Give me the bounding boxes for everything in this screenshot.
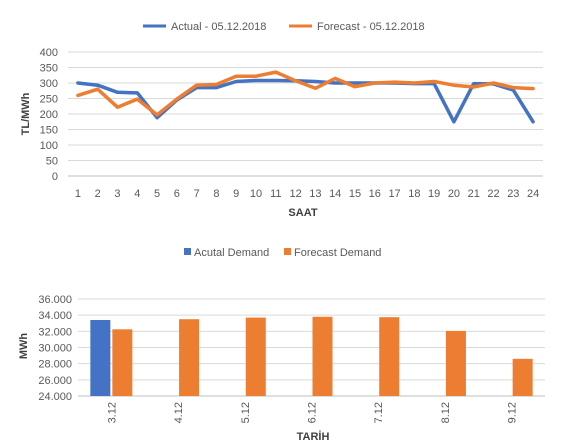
x-tick-label: 3 [114, 188, 120, 200]
x-tick-label: 19 [428, 188, 440, 200]
x-tick-label: 23 [507, 188, 519, 200]
legend-label-actual-demand: Acutal Demand [194, 247, 269, 259]
y-tick-label: 28.000 [38, 359, 72, 371]
legend-label-actual: Actual - 05.12.2018 [171, 21, 266, 33]
y-tick-label: 50 [46, 156, 58, 168]
y-tick-label: 36.000 [38, 294, 72, 306]
x-tick-label: 24 [527, 188, 539, 200]
bar-forecast-demand [379, 317, 400, 396]
line-chart-y-axis-title: TL/MWh [20, 92, 32, 135]
y-tick-label: 26.000 [38, 375, 72, 387]
line-chart-x-tick-labels: 1 2 3 4 5 6 7 8 9 10 11 12 13 14 15 16 17 18 19 20 21 22 23 24 [75, 188, 539, 200]
x-tick-label: 14 [329, 188, 341, 200]
y-tick-label: 400 [40, 47, 58, 59]
bar-chart-x-tick-labels: 3.12 4.12 5.12 6.12 7.12 8.12 9.12 [106, 402, 518, 423]
bar-chart-legend: Acutal Demand Forecast Demand [184, 247, 381, 259]
x-tick-label: 7.12 [373, 402, 385, 423]
legend-label-forecast: Forecast - 05.12.2018 [317, 21, 425, 33]
bar-forecast-demand [445, 330, 466, 396]
bar-actual-demand [90, 320, 111, 396]
x-tick-label: 20 [448, 188, 460, 200]
x-tick-label: 11 [270, 188, 281, 200]
x-tick-label: 22 [487, 188, 499, 200]
x-tick-label: 9.12 [507, 402, 519, 423]
bar-forecast-demand [512, 358, 533, 396]
line-chart-series [76, 70, 535, 124]
y-tick-label: 30.000 [38, 343, 72, 355]
bar-forecast-demand [179, 319, 200, 396]
x-tick-label: 12 [289, 188, 301, 200]
x-tick-label: 18 [408, 188, 420, 200]
x-tick-label: 6 [174, 188, 180, 200]
y-tick-label: 0 [52, 171, 58, 183]
y-tick-label: 34.000 [38, 310, 72, 322]
line-chart-y-tick-labels: 0 50 100 150 200 250 300 350 400 [40, 47, 58, 183]
legend-swatch-forecast-demand [284, 248, 291, 255]
y-tick-label: 32.000 [38, 326, 72, 338]
bar-chart-y-tick-labels: 24.000 26.000 28.000 30.000 32.000 34.000 36.0… [38, 294, 72, 403]
line-chart: Actual - 05.12.2018 Forecast - 05.12.201… [20, 21, 543, 219]
series-line-forecast [76, 70, 535, 117]
x-tick-label: 10 [250, 188, 262, 200]
bar-forecast-demand [112, 329, 133, 396]
x-tick-label: 8.12 [440, 402, 452, 423]
y-tick-label: 350 [40, 63, 58, 75]
x-tick-label: 5.12 [240, 402, 252, 423]
x-tick-label: 4 [134, 188, 140, 200]
y-tick-label: 300 [40, 78, 58, 90]
line-chart-legend: Actual - 05.12.2018 Forecast - 05.12.201… [143, 21, 425, 33]
bar-chart-gridlines [78, 298, 545, 397]
x-tick-label: 15 [349, 188, 361, 200]
x-tick-label: 21 [468, 188, 480, 200]
y-tick-label: 150 [40, 125, 58, 137]
x-tick-label: 4.12 [173, 402, 185, 423]
x-tick-label: 3.12 [106, 402, 118, 423]
bar-forecast-demand [245, 317, 266, 396]
line-chart-x-axis-title: SAAT [288, 207, 317, 219]
legend-label-forecast-demand: Forecast Demand [294, 247, 381, 259]
x-tick-label: 8 [213, 188, 219, 200]
legend-swatch-actual-demand [184, 248, 191, 255]
x-tick-label: 2 [95, 188, 101, 200]
x-tick-label: 7 [194, 188, 200, 200]
y-tick-label: 200 [40, 109, 58, 121]
x-tick-label: 17 [388, 188, 400, 200]
bar-forecast-demand [312, 316, 333, 396]
bar-chart-bars [90, 316, 533, 396]
x-tick-label: 6.12 [307, 402, 319, 423]
x-tick-label: 13 [309, 188, 321, 200]
x-tick-label: 1 [75, 188, 81, 200]
x-tick-label: 9 [233, 188, 239, 200]
bar-chart-y-axis-title: MWh [18, 333, 30, 360]
bar-chart-x-axis-title: TARİH [297, 430, 330, 443]
y-tick-label: 24.000 [38, 391, 72, 403]
bar-chart: Acutal Demand Forecast Demand 24.000 26.0… [18, 247, 545, 443]
y-tick-label: 250 [40, 94, 58, 106]
y-tick-label: 100 [40, 140, 58, 152]
x-tick-label: 5 [154, 188, 160, 200]
line-chart-gridlines [68, 51, 543, 177]
x-tick-label: 16 [369, 188, 381, 200]
